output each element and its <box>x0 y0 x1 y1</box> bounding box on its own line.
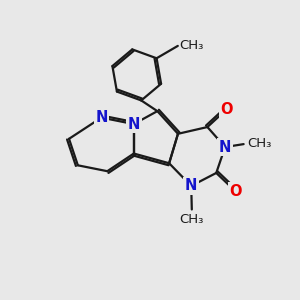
Text: N: N <box>128 117 140 132</box>
Text: CH₃: CH₃ <box>179 39 204 52</box>
Text: CH₃: CH₃ <box>247 137 272 150</box>
Text: CH₃: CH₃ <box>180 213 204 226</box>
Text: N: N <box>219 140 231 154</box>
Text: N: N <box>185 178 197 194</box>
Text: O: O <box>220 102 233 117</box>
Text: N: N <box>95 110 108 125</box>
Text: O: O <box>229 184 242 199</box>
